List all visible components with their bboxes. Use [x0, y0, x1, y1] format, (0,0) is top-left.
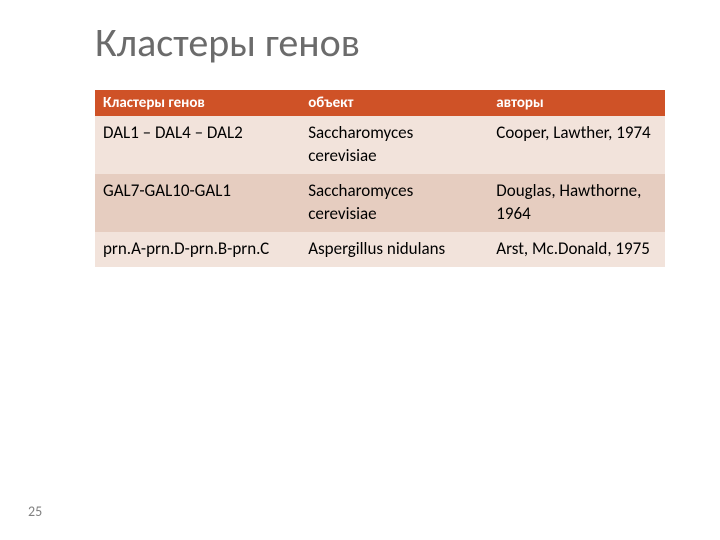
cell-clusters: GAL7-GAL10-GAL1: [95, 174, 300, 232]
cell-object: Aspergillus nidulans: [300, 232, 488, 267]
table-row: GAL7-GAL10-GAL1 Saccharomyces cerevisiae…: [95, 174, 665, 232]
page-title: Кластеры генов: [95, 18, 360, 67]
table-row: prn.A-prn.D-prn.B-prn.C Aspergillus nidu…: [95, 232, 665, 267]
cell-authors: Cooper, Lawther, 1974: [488, 116, 665, 174]
cell-clusters: DAL1 – DAL4 – DAL2: [95, 116, 300, 174]
gene-clusters-table: Кластеры генов объект авторы DAL1 – DAL4…: [95, 90, 665, 267]
table-row: DAL1 – DAL4 – DAL2 Saccharomyces cerevis…: [95, 116, 665, 174]
col-header-authors: авторы: [488, 90, 665, 116]
col-header-clusters: Кластеры генов: [95, 90, 300, 116]
cell-authors: Douglas, Hawthorne, 1964: [488, 174, 665, 232]
cell-object: Saccharomyces cerevisiae: [300, 174, 488, 232]
page-number: 25: [28, 503, 42, 520]
slide: Кластеры генов Кластеры генов объект авт…: [0, 0, 720, 540]
col-header-object: объект: [300, 90, 488, 116]
table-header-row: Кластеры генов объект авторы: [95, 90, 665, 116]
cell-clusters: prn.A-prn.D-prn.B-prn.C: [95, 232, 300, 267]
cell-authors: Arst, Mc.Donald, 1975: [488, 232, 665, 267]
gene-clusters-table-wrap: Кластеры генов объект авторы DAL1 – DAL4…: [95, 90, 665, 267]
cell-object: Saccharomyces cerevisiae: [300, 116, 488, 174]
